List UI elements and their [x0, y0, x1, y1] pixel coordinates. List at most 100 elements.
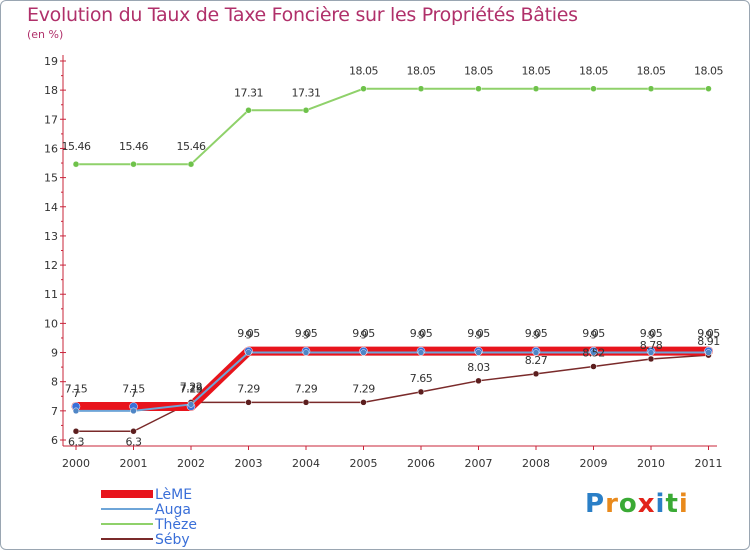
legend-label: Séby	[155, 532, 190, 548]
data-point-Auga	[590, 349, 597, 356]
data-label: 9.05	[410, 327, 433, 340]
data-point-Thèze	[532, 85, 540, 92]
data-label: 8.52	[582, 347, 605, 360]
logo-letter: o	[618, 489, 638, 519]
x-tick-label: 2005	[350, 457, 378, 470]
data-point-Thèze	[72, 160, 80, 168]
y-tick-label: 13	[44, 230, 58, 243]
data-label: 9.05	[352, 327, 375, 340]
x-tick-label: 2009	[580, 457, 608, 470]
series-line-Thèze	[75, 87, 710, 166]
data-point-Thèze	[360, 85, 367, 92]
x-tick-label: 2003	[235, 457, 263, 470]
data-label: 18.05	[579, 65, 608, 78]
y-tick-label: 15	[44, 172, 58, 185]
data-label: 9	[475, 329, 482, 342]
data-point-Auga	[360, 349, 367, 356]
data-label: 9	[245, 329, 252, 342]
y-tick-label: 14	[44, 201, 58, 214]
data-label: 9	[648, 329, 655, 342]
data-point-Auga	[532, 349, 540, 356]
logo-letter: P	[585, 489, 606, 519]
series-line-LèME	[71, 346, 713, 411]
data-label: 18.05	[694, 65, 723, 78]
data-label: 8.91	[697, 335, 720, 348]
data-label: 18.05	[464, 65, 493, 78]
data-label: 15.46	[177, 140, 206, 153]
data-label: 8.78	[640, 339, 663, 352]
data-label: 7.15	[65, 382, 88, 395]
data-label: 7.29	[352, 382, 375, 395]
data-label: 9.05	[697, 327, 720, 340]
x-tick-label: 2002	[177, 457, 205, 470]
data-point-Séby	[360, 399, 367, 406]
data-point-Auga	[302, 349, 310, 356]
x-tick-label: 2001	[120, 457, 148, 470]
data-point-Auga	[475, 349, 482, 356]
data-point-Thèze	[705, 85, 712, 92]
data-label: 17.31	[292, 86, 321, 99]
data-label: 9	[418, 329, 425, 342]
y-tick-label: 11	[44, 288, 58, 301]
data-point-Séby	[417, 388, 425, 396]
data-label: 7.22	[180, 380, 203, 393]
y-tick-label: 8	[51, 376, 58, 389]
y-tick-label: 9	[51, 347, 58, 360]
legend-label: Thèze	[154, 517, 197, 533]
data-label: 9.05	[237, 327, 260, 340]
logo-letter: t	[665, 489, 679, 519]
data-point-Séby	[647, 355, 655, 363]
data-label: 9.05	[467, 327, 490, 340]
x-tick-label: 2011	[695, 457, 723, 470]
data-label: 7	[130, 387, 137, 400]
logo-letter: i	[655, 489, 666, 519]
data-label: 9.05	[295, 327, 318, 340]
data-label: 7	[73, 387, 80, 400]
data-point-Thèze	[302, 107, 310, 114]
chart-title: Evolution du Taux de Taxe Foncière sur l…	[27, 4, 578, 26]
data-point-Thèze	[417, 85, 425, 92]
data-point-Thèze	[130, 160, 137, 168]
data-point-Séby	[532, 370, 540, 378]
y-tick-label: 16	[44, 142, 58, 155]
data-point-Auga	[245, 349, 252, 356]
data-label: 9	[360, 329, 367, 342]
data-label: 6.3	[126, 435, 142, 448]
data-point-Séby	[302, 399, 310, 406]
y-tick-label: 12	[44, 259, 58, 272]
data-label: 18.05	[522, 65, 551, 78]
data-label: 7.29	[237, 382, 260, 395]
data-point-Auga	[72, 407, 80, 415]
data-point-Thèze	[245, 107, 252, 114]
data-label: 9	[533, 329, 540, 342]
data-point-Auga	[647, 349, 655, 356]
data-label: 8.27	[525, 354, 548, 367]
y-tick-label: 6	[51, 434, 58, 447]
series-line-Séby	[75, 354, 710, 433]
data-point-Séby	[590, 363, 597, 370]
data-point-Auga	[130, 407, 137, 415]
x-tick-label: 2000	[62, 457, 90, 470]
y-tick-label: 18	[44, 84, 58, 97]
series-line-Auga	[75, 351, 710, 412]
data-label: 9.05	[525, 327, 548, 340]
y-unit-label: (en %)	[27, 28, 64, 41]
data-label: 9	[303, 329, 310, 342]
legend-label: LèME	[155, 487, 192, 503]
logo-letter: x	[637, 489, 656, 519]
data-label: 15.46	[119, 140, 148, 153]
data-label: 18.05	[349, 65, 378, 78]
y-tick-label: 17	[44, 113, 58, 126]
data-label: 15.46	[62, 140, 91, 153]
data-label: 9.05	[640, 327, 663, 340]
legend-label: Auga	[155, 502, 191, 518]
x-tick-label: 2004	[292, 457, 320, 470]
logo-letter: i	[678, 489, 689, 519]
data-point-Thèze	[475, 85, 482, 92]
data-point-Auga	[417, 349, 425, 356]
data-point-Thèze	[590, 85, 597, 92]
data-point-Thèze	[187, 160, 195, 168]
data-point-Séby	[72, 428, 80, 435]
